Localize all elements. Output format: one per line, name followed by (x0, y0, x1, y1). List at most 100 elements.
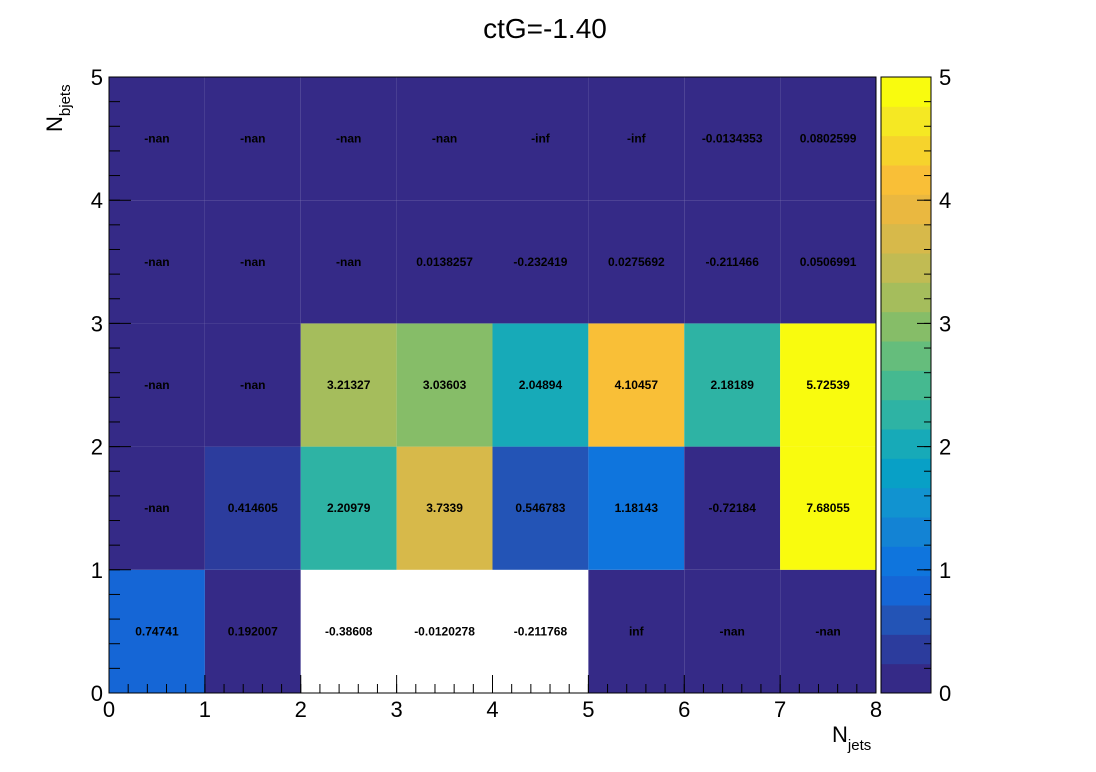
color-scale-segment (881, 546, 931, 577)
color-scale-segment (881, 77, 931, 107)
heatmap-cell (109, 446, 205, 570)
cell-value-label: -inf (627, 132, 647, 146)
cell-value-label: 0.0138257 (416, 255, 473, 269)
x-tick-label: 7 (774, 697, 786, 722)
heatmap-cell (396, 200, 493, 324)
cell-value-label: -nan (336, 255, 361, 269)
x-tick-label: 4 (486, 697, 498, 722)
color-scale-tick-label: 4 (939, 188, 951, 213)
heatmap-cell (780, 77, 876, 201)
cell-value-label: -0.211768 (514, 624, 568, 638)
cell-value-label: -0.0134353 (702, 132, 763, 146)
heatmap-cell (684, 200, 781, 324)
cell-value-label: 3.21327 (327, 378, 371, 392)
cell-value-label: 3.7339 (426, 501, 463, 515)
cell-value-label: -nan (144, 255, 169, 269)
cell-value-label: inf (629, 624, 645, 638)
cell-value-label: -nan (144, 132, 169, 146)
cell-value-label: -nan (240, 132, 265, 146)
heatmap-cell (492, 200, 589, 324)
color-scale-tick-label: 3 (939, 311, 951, 336)
heatmap-cell (588, 323, 685, 447)
heatmap-cell (396, 569, 493, 693)
x-axis-title-main: N (832, 722, 848, 747)
x-tick-label: 6 (678, 697, 690, 722)
color-scale-segment (881, 106, 931, 137)
x-axis-title: Njets (832, 722, 871, 754)
heatmap-cell (684, 569, 781, 693)
cell-value-label: 2.18189 (710, 378, 754, 392)
heatmap-cell (109, 569, 205, 693)
heatmap-cell (204, 200, 301, 324)
heatmap-cell (204, 77, 301, 201)
y-axis: 0 1 2 3 4 5 (91, 65, 131, 706)
cell-value-label: 0.192007 (228, 624, 278, 638)
heatmap-cell (588, 569, 685, 693)
color-scale-segment (881, 634, 931, 665)
heatmap-cell-labels: 0.74741 0.192007 -0.38608 -0.0120278 -0.2117… (135, 132, 857, 639)
cell-value-label: 5.72539 (806, 378, 850, 392)
heatmap-cell (492, 77, 589, 201)
color-scale-frame (880, 76, 932, 694)
cell-value-label: 0.546783 (515, 501, 565, 515)
cell-value-label: -nan (432, 132, 457, 146)
color-scale-segment (881, 458, 931, 489)
heatmap-cell (300, 77, 397, 201)
heatmap-cell (300, 323, 397, 447)
heatmap-cell (300, 569, 397, 693)
x-axis-title-sub: jets (847, 737, 871, 754)
color-scale-segment (881, 517, 931, 547)
x-axis: 0 1 2 3 4 5 6 7 8 (103, 675, 882, 722)
cell-value-label: -nan (144, 501, 169, 515)
heatmap-cell (109, 323, 205, 447)
color-scale-segment (881, 605, 931, 635)
cell-value-label: 3.03603 (423, 378, 467, 392)
x-tick-label: 5 (582, 697, 594, 722)
heatmap-cell (300, 200, 397, 324)
y-tick-label: 5 (91, 65, 103, 90)
color-scale-segment (881, 341, 931, 371)
heatmap-cell (396, 446, 493, 570)
color-scale-tick-label: 0 (939, 681, 951, 706)
y-tick-label: 4 (91, 188, 103, 213)
cell-value-label: -nan (336, 132, 361, 146)
cell-value-label: -0.72184 (709, 501, 757, 515)
heatmap-cell (684, 77, 781, 201)
cell-value-label: 0.0506991 (800, 255, 857, 269)
cell-value-label: 2.20979 (327, 501, 371, 515)
cell-value-label: 0.414605 (228, 501, 278, 515)
cell-value-label: -nan (240, 378, 265, 392)
heatmap-cell (780, 569, 876, 693)
cell-value-label: 0.0802599 (800, 132, 857, 146)
heatmap-cell (780, 323, 876, 447)
color-scale-segment (881, 663, 931, 694)
heatmap-cell (492, 323, 589, 447)
heatmap-cell (588, 446, 685, 570)
heatmap-cells (109, 77, 876, 693)
heatmap-cell (492, 569, 589, 693)
color-scale-tick-label: 2 (939, 435, 951, 460)
color-scale-segment (881, 165, 931, 195)
heatmap-cell (204, 446, 301, 570)
cell-value-label: 0.0275692 (608, 255, 665, 269)
cell-value-label: 4.10457 (615, 378, 659, 392)
cell-value-label: -nan (144, 378, 169, 392)
y-tick-label: 1 (91, 558, 103, 583)
heatmap-cell (109, 77, 205, 201)
x-tick-label: 0 (103, 697, 115, 722)
x-tick-label: 3 (391, 697, 403, 722)
y-tick-label: 0 (91, 681, 103, 706)
heatmap-cell (684, 446, 781, 570)
color-scale-segment (881, 575, 931, 606)
color-scale-tick-label: 5 (939, 65, 951, 90)
cell-value-label: -nan (240, 255, 265, 269)
heatmap-cell (684, 323, 781, 447)
cell-value-label: -nan (720, 624, 745, 638)
heatmap-cell (588, 77, 685, 201)
heatmap-cell (204, 569, 301, 693)
color-scale-segment (881, 399, 931, 430)
heatmap-cell (588, 200, 685, 324)
cell-value-label: -nan (815, 624, 840, 638)
cell-value-label: -0.232419 (513, 255, 567, 269)
